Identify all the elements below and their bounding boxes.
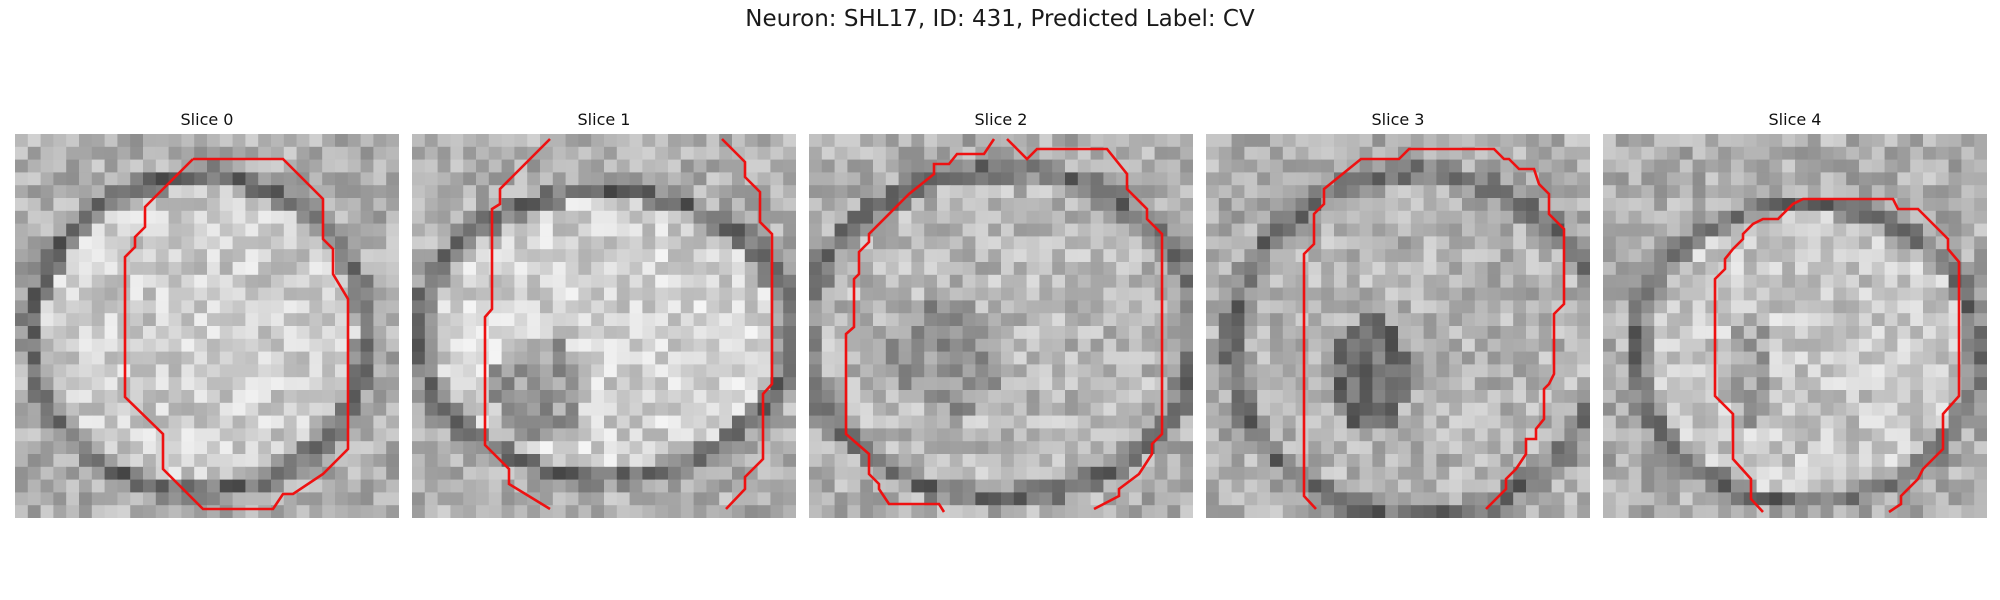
microscopy-pixels <box>412 134 796 518</box>
microscopy-pixels <box>809 134 1193 518</box>
slice-panel-0: Slice 0 <box>15 108 399 518</box>
slice-image <box>809 134 1193 518</box>
segmentation-contour <box>1006 138 1164 511</box>
segmentation-contour <box>1302 147 1566 510</box>
slice-panel-4: Slice 4 <box>1603 108 1987 518</box>
segmentation-contour <box>844 138 996 513</box>
slice-image <box>412 134 796 518</box>
segmentation-contour <box>483 138 551 511</box>
slice-image <box>1603 134 1987 518</box>
slice-label: Slice 3 <box>1371 110 1425 129</box>
slice-image-svg <box>1206 134 1590 518</box>
slice-panel-1: Slice 1 <box>412 108 796 518</box>
microscopy-pixels <box>1603 134 1987 518</box>
segmentation-contour <box>1713 197 1961 514</box>
slice-image-svg <box>1603 134 1987 518</box>
slice-image-svg <box>412 134 796 518</box>
microscopy-pixels <box>1206 134 1590 518</box>
slice-panel-2: Slice 2 <box>809 108 1193 518</box>
slice-label: Slice 4 <box>1768 110 1822 129</box>
slice-image-svg <box>15 134 399 518</box>
segmentation-contour <box>721 138 774 510</box>
slice-image-svg <box>809 134 1193 518</box>
figure-title: Neuron: SHL17, ID: 431, Predicted Label:… <box>745 6 1255 32</box>
slice-label: Slice 2 <box>974 110 1028 129</box>
segmentation-contour <box>123 157 350 511</box>
slice-label: Slice 1 <box>577 110 631 129</box>
slice-label: Slice 0 <box>180 110 234 129</box>
microscopy-pixels <box>15 134 399 518</box>
slice-image <box>15 134 399 518</box>
slice-image <box>1206 134 1590 518</box>
slice-panel-3: Slice 3 <box>1206 108 1590 518</box>
